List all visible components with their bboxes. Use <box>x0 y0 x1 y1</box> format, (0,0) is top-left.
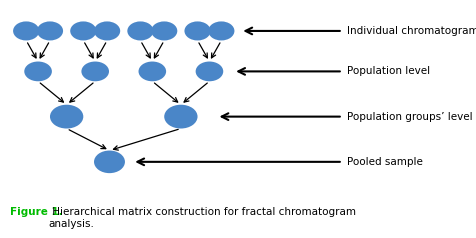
Ellipse shape <box>196 62 223 81</box>
Ellipse shape <box>127 21 153 40</box>
Ellipse shape <box>208 21 234 40</box>
Text: Hierarchical matrix construction for fractal chromatogram
analysis.: Hierarchical matrix construction for fra… <box>49 207 356 229</box>
Ellipse shape <box>70 21 96 40</box>
Ellipse shape <box>13 21 39 40</box>
Ellipse shape <box>151 21 177 40</box>
Text: Individual chromatograms: Individual chromatograms <box>347 26 476 36</box>
Ellipse shape <box>94 21 120 40</box>
Text: Pooled sample: Pooled sample <box>347 157 423 167</box>
Ellipse shape <box>50 105 83 129</box>
Ellipse shape <box>94 151 125 173</box>
Text: Population groups’ level: Population groups’ level <box>347 112 473 122</box>
Text: Figure 1.: Figure 1. <box>10 207 62 217</box>
Ellipse shape <box>164 105 198 129</box>
Ellipse shape <box>24 62 52 81</box>
Ellipse shape <box>139 62 166 81</box>
Ellipse shape <box>184 21 210 40</box>
Ellipse shape <box>81 62 109 81</box>
Ellipse shape <box>37 21 63 40</box>
Text: Population level: Population level <box>347 66 431 76</box>
